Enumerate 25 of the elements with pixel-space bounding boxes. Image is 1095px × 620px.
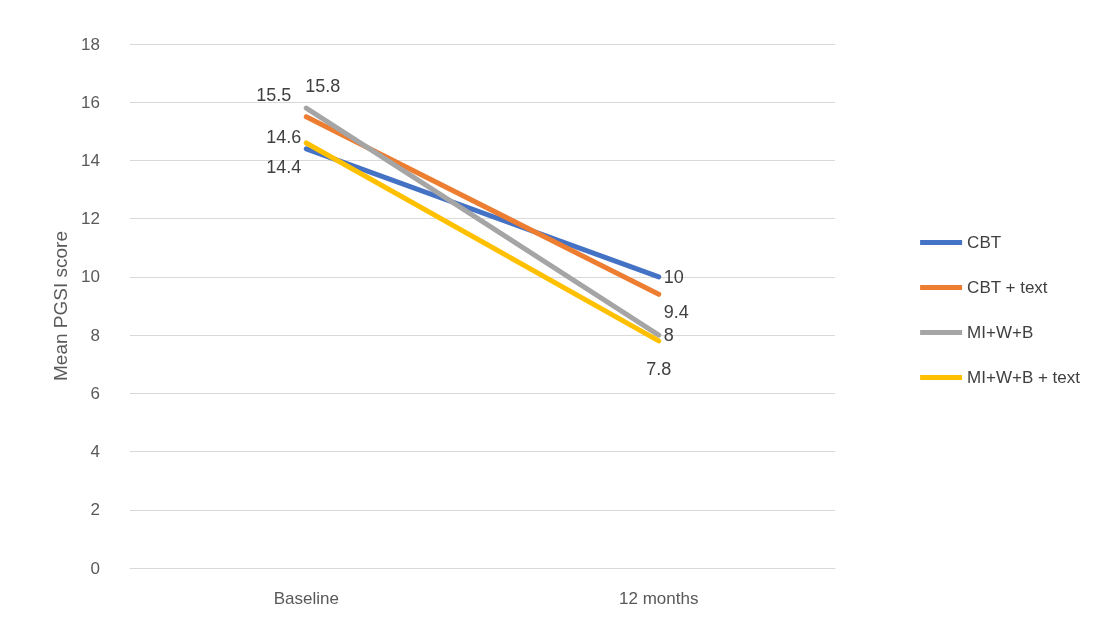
data-label: 15.8 <box>305 76 341 97</box>
y-tick-label: 2 <box>90 500 100 520</box>
data-label: 8 <box>663 325 674 346</box>
y-tick-label: 14 <box>81 150 100 170</box>
y-tick-label: 4 <box>90 442 100 462</box>
y-tick-label: 10 <box>81 267 100 287</box>
data-label: 14.6 <box>266 126 302 147</box>
legend-label: MI+W+B + text <box>967 368 1081 387</box>
legend-label: CBT <box>967 233 1002 252</box>
y-axis-title: Mean PGSI score <box>50 231 71 381</box>
legend-label: CBT + text <box>967 278 1048 297</box>
data-label: 15.5 <box>256 84 292 105</box>
data-label: 14.4 <box>266 156 302 177</box>
y-tick-label: 16 <box>81 92 100 112</box>
x-tick-label: 12 months <box>619 589 699 608</box>
legend-label: MI+W+B <box>967 323 1034 342</box>
y-tick-label: 8 <box>90 325 100 345</box>
y-tick-label: 12 <box>81 209 100 229</box>
y-tick-label: 0 <box>90 558 100 578</box>
data-label: 9.4 <box>663 302 689 323</box>
data-label: 10 <box>663 266 684 287</box>
y-tick-label: 18 <box>81 34 100 54</box>
y-tick-label: 6 <box>90 383 100 403</box>
data-label: 7.8 <box>646 358 672 379</box>
x-tick-label: Baseline <box>273 589 339 608</box>
